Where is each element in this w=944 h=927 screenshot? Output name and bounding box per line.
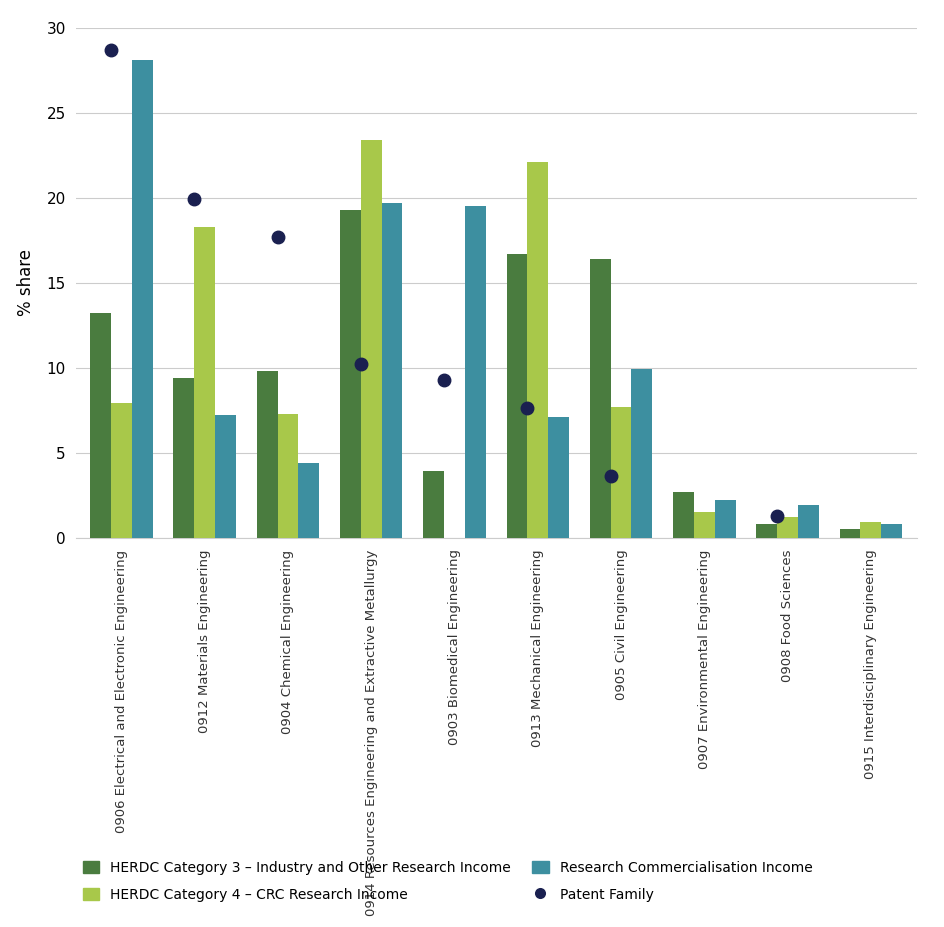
Bar bbox=[194, 227, 215, 538]
Bar bbox=[257, 371, 278, 538]
Bar bbox=[381, 203, 402, 538]
Bar bbox=[838, 529, 860, 538]
Bar bbox=[755, 524, 776, 538]
Bar bbox=[714, 501, 734, 538]
Bar bbox=[631, 370, 651, 538]
Bar bbox=[797, 505, 818, 538]
Bar bbox=[464, 207, 485, 538]
Bar bbox=[776, 517, 797, 538]
Bar bbox=[693, 513, 714, 538]
Bar bbox=[610, 407, 631, 538]
Bar bbox=[506, 254, 527, 538]
Bar bbox=[340, 210, 361, 538]
Bar bbox=[110, 403, 131, 538]
Bar bbox=[131, 60, 153, 538]
Bar bbox=[881, 524, 902, 538]
Y-axis label: % share: % share bbox=[17, 249, 35, 316]
Legend: HERDC Category 3 – Industry and Other Research Income, HERDC Category 4 – CRC Re: HERDC Category 3 – Industry and Other Re… bbox=[82, 861, 812, 902]
Bar bbox=[361, 140, 381, 538]
Bar bbox=[174, 378, 194, 538]
Bar bbox=[527, 162, 548, 538]
Bar bbox=[215, 415, 236, 538]
Bar bbox=[90, 313, 110, 538]
Bar bbox=[423, 472, 444, 538]
Bar bbox=[548, 417, 568, 538]
Bar bbox=[672, 492, 693, 538]
Bar bbox=[860, 523, 881, 538]
Bar bbox=[589, 259, 610, 538]
Bar bbox=[298, 463, 319, 538]
Bar bbox=[278, 413, 298, 538]
